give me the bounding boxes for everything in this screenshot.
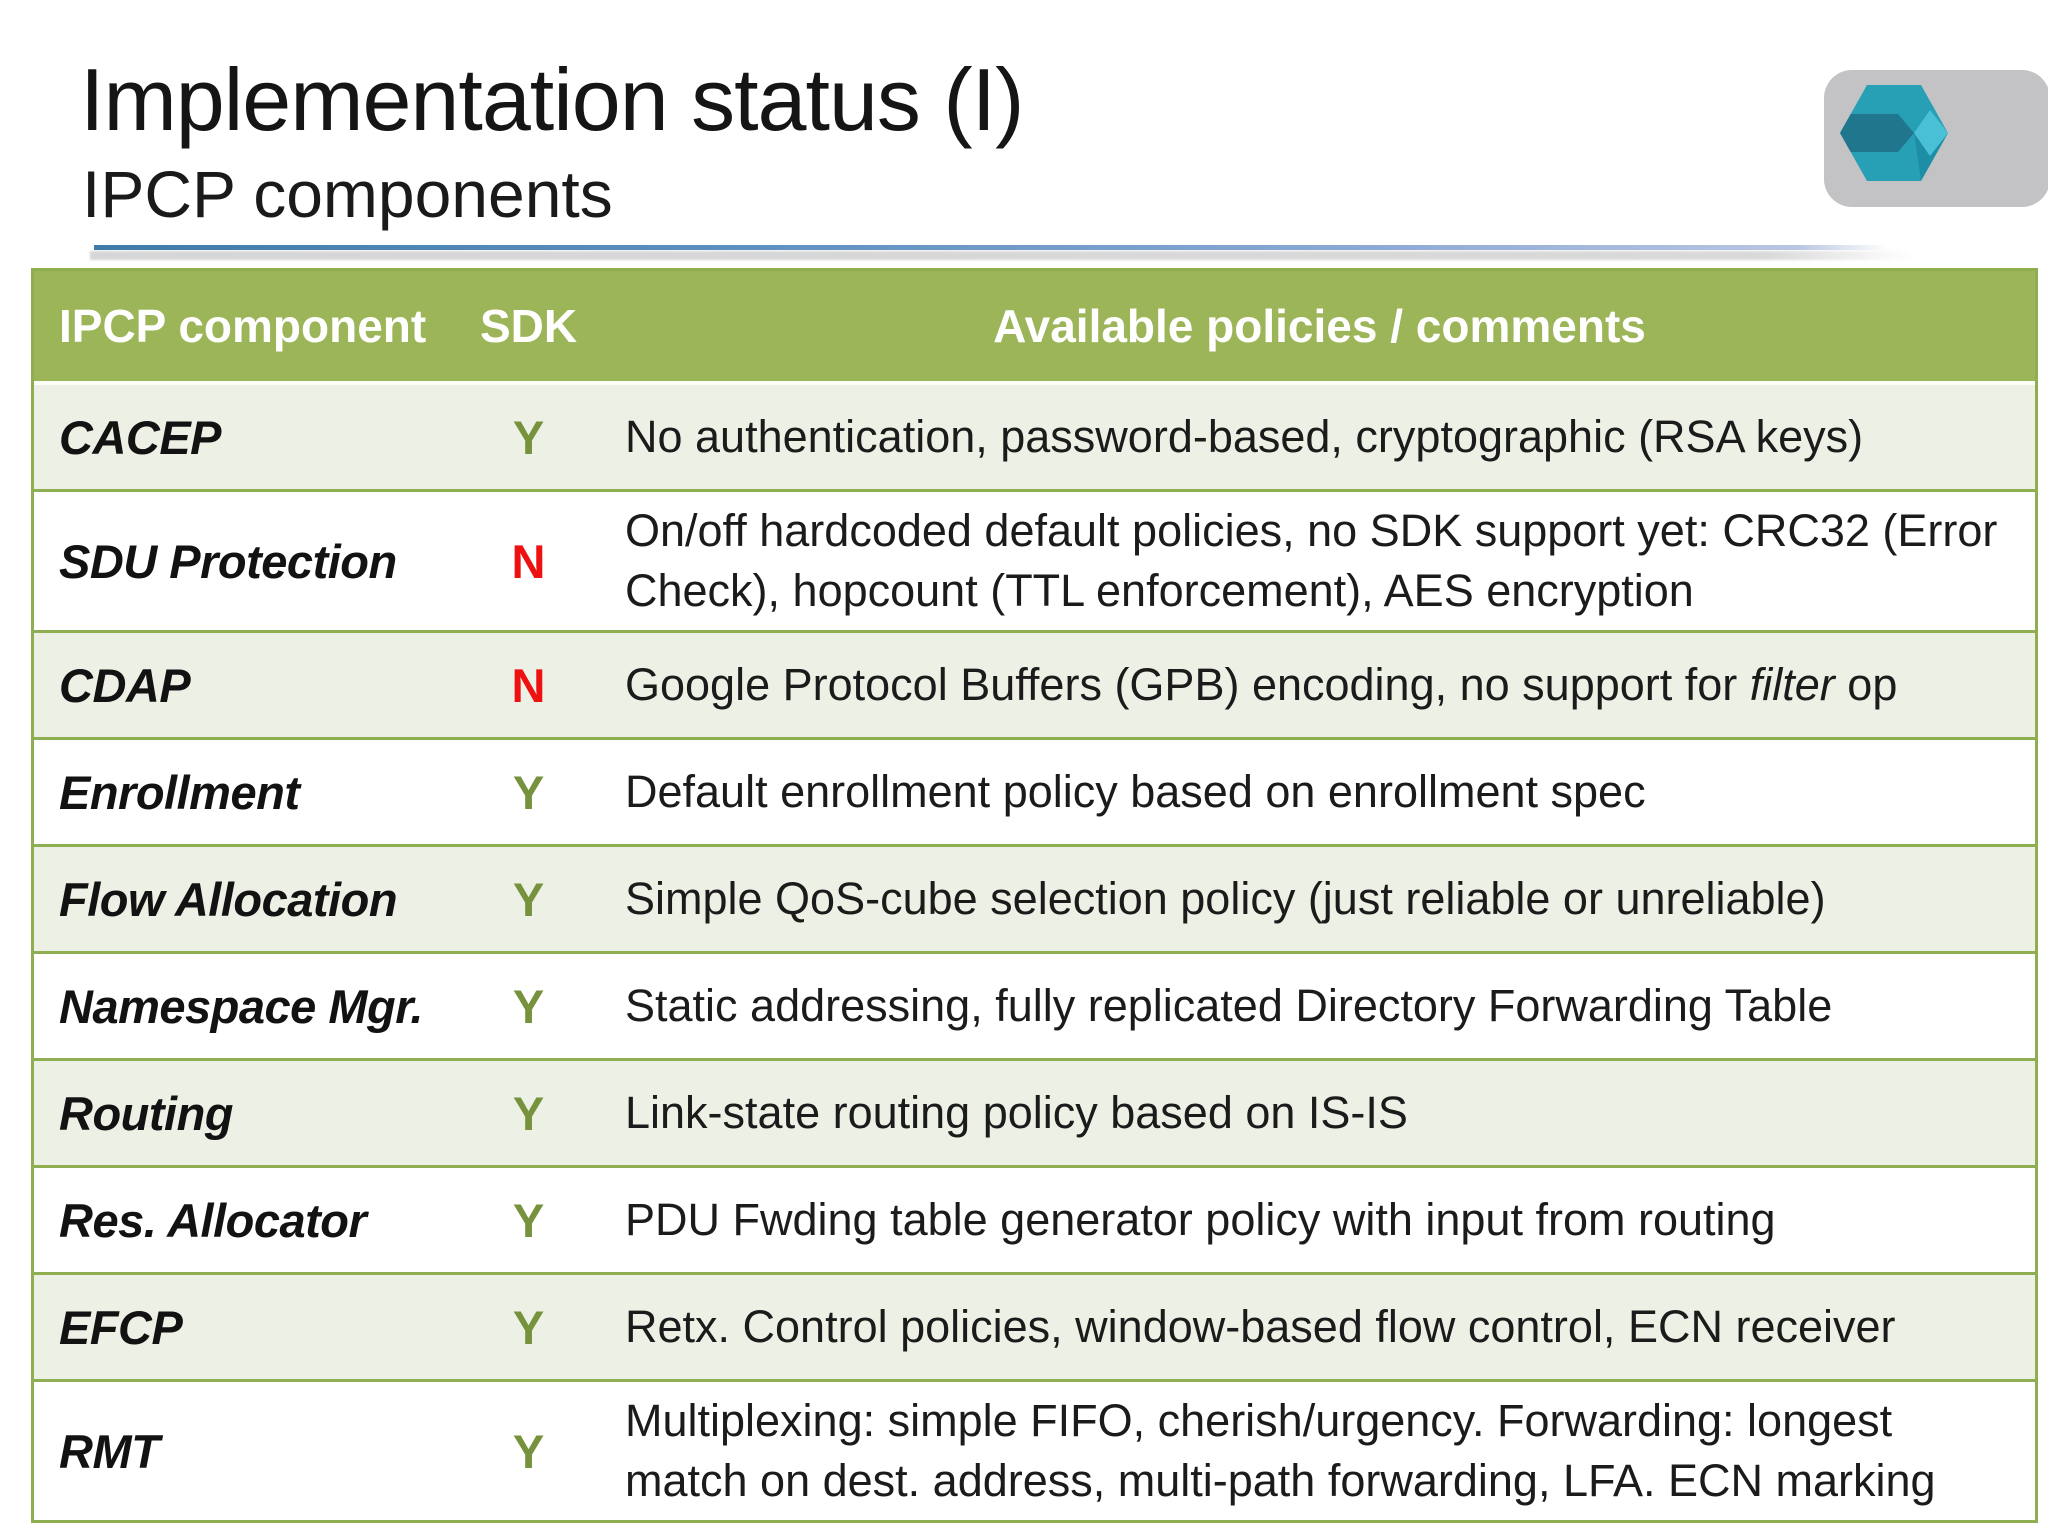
comment-text: op	[1834, 659, 1898, 710]
comment-cell: PDU Fwding table generator policy with i…	[604, 1181, 2035, 1259]
comment-cell: On/off hardcoded default policies, no SD…	[604, 492, 2035, 630]
sdk-cell: N	[511, 534, 546, 588]
component-cell: Flow Allocation	[59, 872, 398, 926]
component-cell: Routing	[59, 1086, 234, 1140]
table-row: Flow Allocation Y Simple QoS-cube select…	[34, 844, 2035, 951]
component-cell: CDAP	[59, 658, 191, 712]
comment-text: PDU Fwding table generator policy with i…	[625, 1194, 1776, 1245]
table-row: Res. Allocator Y PDU Fwding table genera…	[34, 1165, 2035, 1272]
logo-plate	[1824, 70, 2048, 207]
comment-text: On/off hardcoded default policies, no SD…	[625, 505, 1998, 616]
table-header-row: IPCP component SDK Available policies / …	[34, 271, 2035, 385]
component-cell: EFCP	[59, 1300, 183, 1354]
component-cell: CACEP	[59, 410, 222, 464]
table-row: CACEP Y No authentication, password-base…	[34, 385, 2035, 489]
sdk-cell: Y	[512, 1193, 545, 1247]
component-cell: Res. Allocator	[59, 1193, 367, 1247]
comment-text: Link-state routing policy based on IS-IS	[625, 1087, 1408, 1138]
table-row: Routing Y Link-state routing policy base…	[34, 1058, 2035, 1165]
comment-text: No authentication, password-based, crypt…	[625, 411, 1864, 462]
comment-cell: Google Protocol Buffers (GPB) encoding, …	[604, 646, 2035, 724]
sdk-cell: Y	[512, 410, 545, 464]
comment-text: Static addressing, fully replicated Dire…	[625, 980, 1833, 1031]
title-rule	[94, 245, 1888, 250]
implementation-status-table: IPCP component SDK Available policies / …	[31, 268, 2038, 1523]
sdk-cell: Y	[512, 872, 545, 926]
comment-text: filter	[1749, 659, 1835, 710]
comment-cell: Multiplexing: simple FIFO, cherish/urgen…	[604, 1382, 2035, 1520]
table-row: RMT Y Multiplexing: simple FIFO, cherish…	[34, 1379, 2035, 1520]
sdk-cell: Y	[512, 979, 545, 1033]
component-cell: Enrollment	[59, 765, 300, 819]
comment-text: Multiplexing: simple FIFO, cherish/urgen…	[625, 1395, 1936, 1506]
comment-cell: Default enrollment policy based on enrol…	[604, 753, 2035, 831]
component-cell: RMT	[59, 1424, 160, 1478]
title-rule-shadow	[90, 251, 1912, 260]
page-title: Implementation status (I)	[80, 50, 1024, 149]
table-body: CACEP Y No authentication, password-base…	[34, 385, 2035, 1520]
hexagon-cube-icon	[1840, 85, 1948, 181]
comment-text: Retx. Control policies, window-based flo…	[625, 1301, 1896, 1352]
header-ipcp-component: IPCP component	[59, 300, 427, 352]
header-sdk: SDK	[479, 300, 578, 352]
comment-cell: No authentication, password-based, crypt…	[604, 398, 2035, 476]
sdk-cell: Y	[512, 1300, 545, 1354]
comment-cell: Simple QoS-cube selection policy (just r…	[604, 860, 2035, 938]
component-cell: SDU Protection	[59, 534, 397, 588]
comment-cell: Link-state routing policy based on IS-IS	[604, 1074, 2035, 1152]
sdk-cell: N	[511, 658, 546, 712]
comment-text: Default enrollment policy based on enrol…	[625, 766, 1646, 817]
sdk-cell: Y	[512, 1086, 545, 1140]
page-subtitle: IPCP components	[82, 157, 613, 231]
table-row: Namespace Mgr. Y Static addressing, full…	[34, 951, 2035, 1058]
comment-text: Google Protocol Buffers (GPB) encoding, …	[625, 659, 1750, 710]
header-available-policies: Available policies / comments	[993, 300, 1646, 352]
comment-cell: Retx. Control policies, window-based flo…	[604, 1288, 2035, 1366]
comment-text: Simple QoS-cube selection policy (just r…	[625, 873, 1826, 924]
table-row: CDAP N Google Protocol Buffers (GPB) enc…	[34, 630, 2035, 737]
table-row: Enrollment Y Default enrollment policy b…	[34, 737, 2035, 844]
table-row: EFCP Y Retx. Control policies, window-ba…	[34, 1272, 2035, 1379]
sdk-cell: Y	[512, 765, 545, 819]
comment-cell: Static addressing, fully replicated Dire…	[604, 967, 2035, 1045]
table-row: SDU Protection N On/off hardcoded defaul…	[34, 489, 2035, 630]
sdk-cell: Y	[512, 1424, 545, 1478]
component-cell: Namespace Mgr.	[59, 979, 423, 1033]
